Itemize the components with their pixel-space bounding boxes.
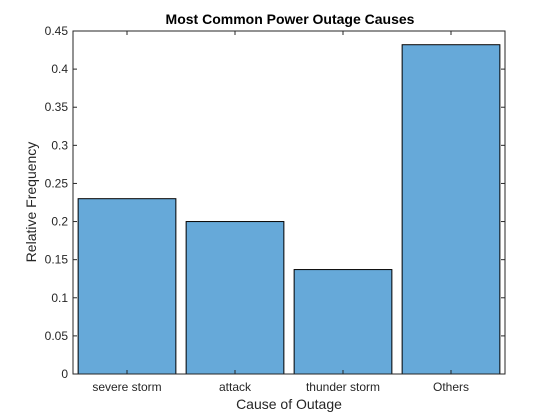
y-tick-label: 0.3 xyxy=(51,138,68,152)
y-tick-label: 0.05 xyxy=(45,329,69,343)
x-axis-ticks: severe storm attack thunder storm Others xyxy=(92,31,469,394)
y-tick-label: 0.1 xyxy=(51,291,68,305)
y-tick-label: 0.35 xyxy=(45,100,69,114)
y-tick-label: 0.2 xyxy=(51,215,68,229)
y-axis-ticks: 0 0.05 0.1 0.15 0.2 0.25 0.3 0.35 0.4 0.45 xyxy=(45,24,505,381)
bar-severe-storm xyxy=(77,198,177,375)
x-tick-label: attack xyxy=(219,380,252,394)
bar-attack xyxy=(185,221,285,375)
x-tick-label: thunder storm xyxy=(306,380,380,394)
bar-others xyxy=(401,44,501,375)
x-axis-label: Cause of Outage xyxy=(236,396,342,412)
plot-area-frame xyxy=(72,30,506,375)
y-tick-label: 0.15 xyxy=(45,253,69,267)
y-tick-label: 0.4 xyxy=(51,62,68,76)
bars-group xyxy=(77,44,501,375)
bar-thunder-storm xyxy=(293,269,393,375)
y-tick-label: 0 xyxy=(61,367,68,381)
x-tick-label: Others xyxy=(433,380,469,394)
y-axis-label: Relative Frequency xyxy=(23,142,39,263)
y-tick-label: 0.45 xyxy=(45,24,69,38)
y-tick-label: 0.25 xyxy=(45,176,69,190)
x-tick-label: severe storm xyxy=(92,380,161,394)
chart-title: Most Common Power Outage Causes xyxy=(166,11,415,27)
